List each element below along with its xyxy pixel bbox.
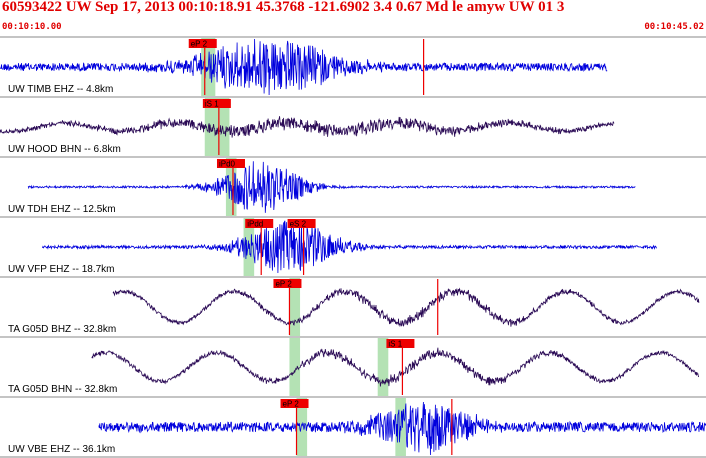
- pick-label: eS 2: [290, 220, 307, 229]
- pick-label-box[interactable]: [245, 219, 274, 228]
- station-label: TA G05D BHZ -- 32.8km: [8, 324, 116, 335]
- waveform-trace: [27, 161, 636, 213]
- station-label: UW VFP EHZ -- 18.7km: [8, 264, 115, 275]
- trace-panel[interactable]: eP 2 TA G05D BHZ -- 32.8km: [0, 276, 706, 336]
- waveform-trace: [42, 220, 657, 274]
- station-label: UW TDH EHZ -- 12.5km: [8, 204, 116, 215]
- trace-panel[interactable]: eP 2 UW TIMB EHZ -- 4.8km: [0, 36, 706, 96]
- pick-label-box[interactable]: [202, 99, 231, 108]
- end-time: 00:10:45.02: [644, 22, 704, 32]
- station-label: UW HOOD BHN -- 6.8km: [8, 144, 121, 155]
- trace-panel[interactable]: eP 2 UW VBE EHZ -- 36.1km: [0, 396, 706, 456]
- pick-label-box[interactable]: [188, 39, 217, 48]
- pick-label-box[interactable]: [287, 219, 316, 228]
- trace-panel[interactable]: iS 1 UW HOOD BHN -- 6.8km: [0, 96, 706, 156]
- station-label: TA G05D BHN -- 32.8km: [8, 384, 117, 395]
- waveform-trace: [98, 401, 706, 456]
- pick-window: [289, 278, 301, 336]
- pick-label: iPd0: [219, 160, 236, 169]
- waveform-trace: [91, 347, 699, 387]
- pick-window: [296, 398, 308, 456]
- start-time: 00:10:10.00: [2, 22, 62, 32]
- pick-window: [377, 338, 389, 396]
- station-label: UW VBE EHZ -- 36.1km: [8, 444, 115, 455]
- waveform-trace: [112, 287, 700, 328]
- pick-label: eP 2: [283, 400, 300, 409]
- pick-label: iS 1: [205, 100, 219, 109]
- pick-label: iS 1: [388, 340, 402, 349]
- pick-label-box[interactable]: [386, 339, 415, 348]
- trace-panel[interactable]: iPd0 UW TDH EHZ -- 12.5km: [0, 156, 706, 216]
- pick-label-box[interactable]: [273, 279, 302, 288]
- waveform-trace: [0, 116, 615, 138]
- pick-label: eP 2: [191, 40, 208, 49]
- pick-label: iPdd: [247, 220, 263, 229]
- event-title: 60593422 UW Sep 17, 2013 00:10:18.91 45.…: [2, 0, 565, 15]
- pick-window: [289, 338, 301, 396]
- station-label: UW TIMB EHZ -- 4.8km: [8, 84, 113, 95]
- waveform-trace: [0, 38, 608, 96]
- pick-label-box[interactable]: [280, 399, 309, 408]
- pick-label-box[interactable]: [216, 159, 245, 168]
- trace-panel[interactable]: iS 1 TA G05D BHN -- 32.8km: [0, 336, 706, 396]
- pick-label: eP 2: [275, 280, 292, 289]
- trace-panel[interactable]: iPdd eS 2 UW VFP EHZ -- 18.7km: [0, 216, 706, 276]
